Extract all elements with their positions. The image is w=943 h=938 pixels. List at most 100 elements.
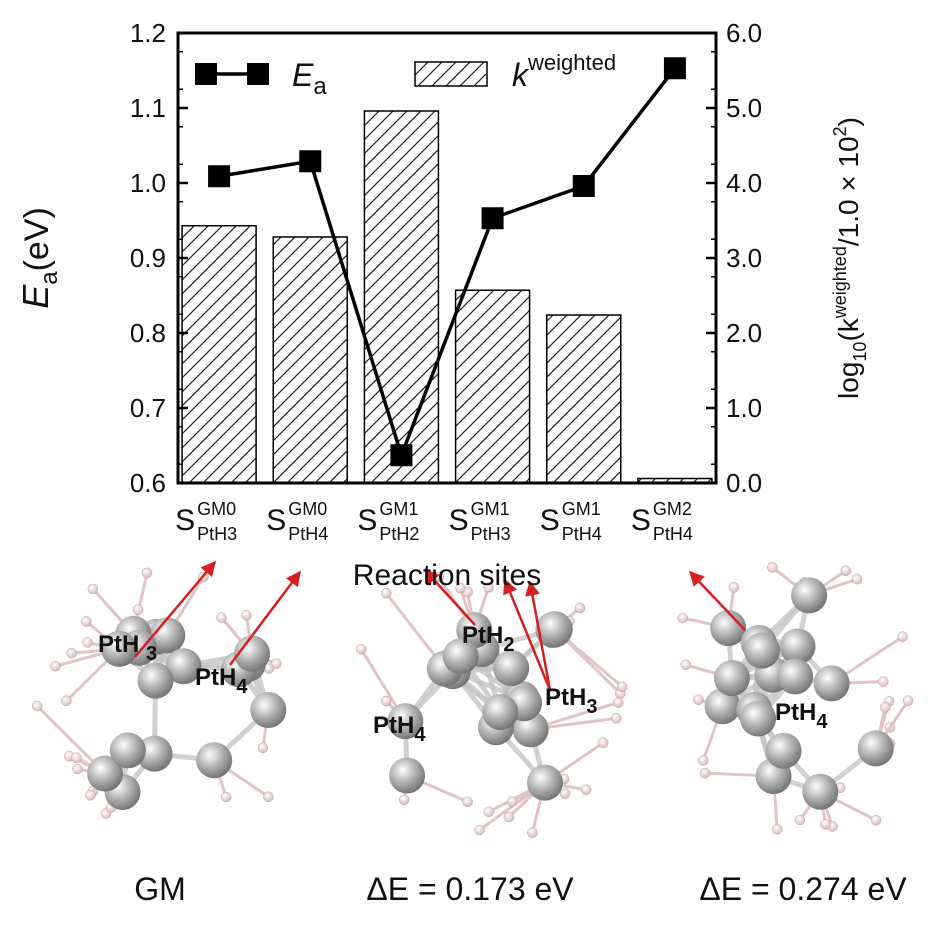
- h-atom: [133, 605, 143, 615]
- legend-marker: [195, 63, 217, 85]
- pt-atom: [858, 730, 894, 766]
- y2-label-sup: weighted: [830, 246, 850, 319]
- y2-label-pre: log: [833, 362, 864, 399]
- h-atom: [729, 582, 739, 592]
- h-atom: [617, 682, 627, 692]
- y-tick-label: 0.8: [130, 318, 166, 348]
- h-atom: [88, 584, 98, 594]
- h-atom: [263, 792, 273, 802]
- h-atom: [216, 613, 226, 623]
- pt-atom: [389, 757, 425, 793]
- h-atom: [507, 797, 517, 807]
- site-label: PtH4: [775, 699, 828, 733]
- y2-tick-label: 4.0: [726, 168, 762, 198]
- legend-name-sup: weighted: [527, 50, 616, 75]
- x-tick-label: S: [540, 504, 560, 537]
- x-tick-sub: PtH4: [653, 524, 693, 544]
- h-atom: [772, 824, 782, 834]
- structure-caption: GM: [134, 871, 186, 907]
- site-label-sub: 3: [586, 696, 597, 718]
- y2-label-post: /1.0 × 10: [833, 136, 864, 246]
- x-tick-base: S: [175, 504, 195, 537]
- site-label-base: PtH: [373, 712, 414, 739]
- h-atom: [795, 815, 805, 825]
- x-tick-base: S: [266, 504, 286, 537]
- point-marker: [390, 444, 412, 466]
- h-atom: [581, 785, 591, 795]
- site-label-sub: 4: [236, 676, 248, 698]
- y2-tick-label: 0.0: [726, 468, 762, 498]
- pt-atom: [814, 665, 850, 701]
- site-label-sub: 4: [414, 724, 426, 746]
- x-tick-label: S: [449, 504, 469, 537]
- pt-atom: [110, 732, 146, 768]
- h-atom: [700, 768, 710, 778]
- plot-frame: [178, 33, 716, 483]
- site-label-sub: 4: [816, 711, 828, 733]
- legend-marker: [247, 63, 269, 85]
- x-tick-label: S: [357, 504, 377, 537]
- h-atom: [821, 819, 831, 829]
- pt-atom: [527, 765, 563, 801]
- h-atom: [356, 644, 366, 654]
- h-atom: [575, 603, 585, 613]
- y2-label-sup2: 2: [830, 126, 850, 136]
- h-atom: [841, 566, 851, 576]
- y2-label-end: ): [833, 117, 864, 126]
- y-tick-label: 1.2: [130, 18, 166, 48]
- h-atom: [67, 648, 77, 658]
- h-atom: [61, 696, 71, 706]
- h-atom: [504, 812, 514, 822]
- y-tick-label: 1.1: [130, 93, 166, 123]
- y-tick-label: 0.7: [130, 393, 166, 423]
- h-atom: [241, 610, 251, 620]
- x-tick-sub: PtH3: [471, 524, 511, 544]
- y2-tick-label: 5.0: [726, 93, 762, 123]
- x-tick-sub: PtH2: [379, 524, 419, 544]
- site-label-base: PtH: [98, 631, 146, 658]
- x-tick-label: S: [175, 504, 195, 537]
- h-atom: [880, 702, 890, 712]
- x-tick-label: S: [631, 504, 651, 537]
- pt-atom: [710, 610, 746, 646]
- pt-atom: [802, 774, 838, 810]
- site-label-sub: 2: [503, 634, 514, 656]
- h-atom: [871, 815, 881, 825]
- h-atom: [613, 698, 623, 708]
- legend-swatch: [415, 62, 487, 86]
- h-atom: [381, 696, 391, 706]
- h-atom: [50, 661, 60, 671]
- y-label-rest: (eV): [18, 207, 56, 271]
- bar: [456, 290, 530, 483]
- pt-atom: [482, 694, 518, 730]
- pt-atom: [250, 692, 286, 728]
- point-marker: [664, 57, 686, 79]
- bar: [182, 226, 256, 483]
- pt-atom: [791, 577, 827, 613]
- y-label-main: E: [15, 284, 56, 309]
- legend-label: Ea: [292, 57, 327, 100]
- pt-atom: [766, 733, 802, 769]
- h-atom: [678, 613, 688, 623]
- h-atom: [81, 617, 91, 627]
- bar: [364, 111, 438, 483]
- h-atom: [852, 574, 862, 584]
- legend-name: E: [292, 57, 314, 93]
- pt-atom: [777, 658, 813, 694]
- point-marker: [573, 175, 595, 197]
- structure-caption: ΔE = 0.173 eV: [366, 871, 574, 907]
- pt-atom: [744, 633, 780, 669]
- point-marker: [299, 150, 321, 172]
- y2-label-mid: (k: [833, 317, 864, 341]
- page: {"chart_data": { "type": "combo", "categ…: [0, 0, 943, 933]
- h-atom: [142, 568, 152, 578]
- x-tick-label: S: [266, 504, 286, 537]
- pt-atom: [138, 663, 174, 699]
- h-atom: [878, 677, 888, 687]
- y-tick-label: 0.9: [130, 243, 166, 273]
- x-tick-sup: GM1: [379, 499, 418, 519]
- h-atom: [527, 828, 537, 838]
- x-tick-base: S: [449, 504, 469, 537]
- h-atom: [71, 753, 81, 763]
- y-axis-label: Ea(eV): [15, 207, 63, 309]
